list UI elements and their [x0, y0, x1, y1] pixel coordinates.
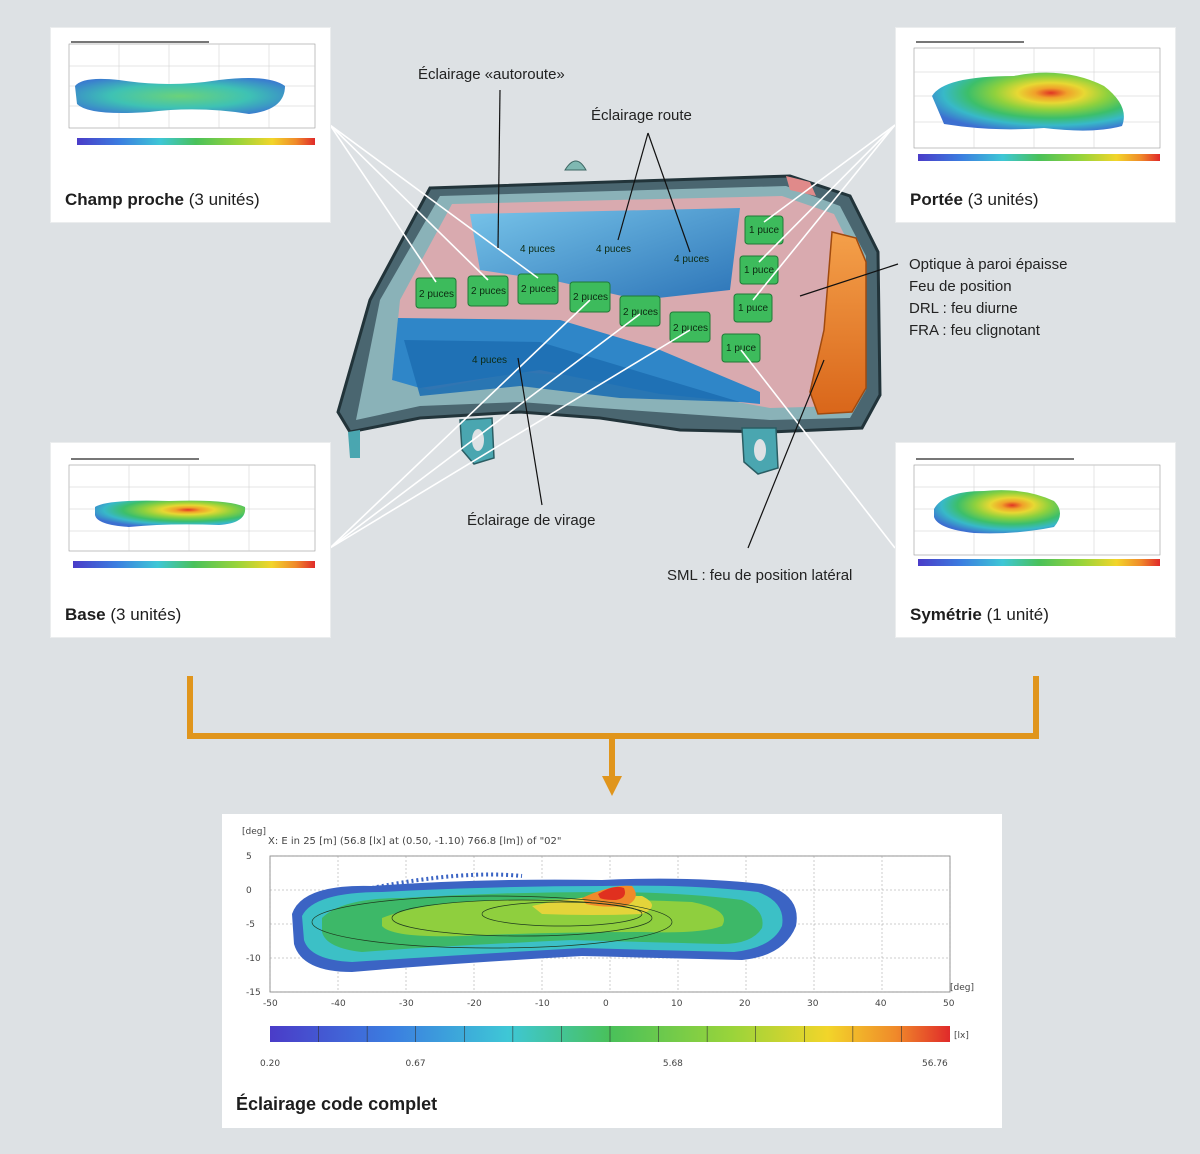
card-title: Portée	[910, 190, 963, 209]
flow-arrow	[187, 676, 1039, 796]
label-feu-position: Feu de position	[909, 278, 1012, 295]
mini-chart-champ-proche	[68, 41, 316, 145]
card-champ-proche: Champ proche (3 unités)	[51, 28, 330, 222]
x-tick-label: -10	[535, 999, 550, 1009]
chip-label-two: 2 puces	[471, 286, 506, 297]
chip-label-two: 2 puces	[419, 289, 454, 300]
colorbar-tick-label: 0.20	[260, 1059, 280, 1069]
chip-label-one: 1 puce	[726, 343, 756, 354]
card-portee: Portée (3 unités)	[896, 28, 1175, 222]
x-tick-label: -50	[263, 999, 278, 1009]
card-count: (3 unités)	[967, 190, 1039, 209]
card-count: (3 unités)	[188, 190, 260, 209]
card-caption: Symétrie (1 unité)	[910, 605, 1049, 625]
y-tick-label: -5	[246, 920, 255, 930]
chip-labels: 4 puces 4 puces 4 puces 4 puces 2 puces …	[419, 225, 779, 366]
card-title: Symétrie	[910, 605, 982, 624]
card-caption: Portée (3 unités)	[910, 190, 1039, 210]
y-tick-label: -10	[246, 954, 261, 964]
card-base: Base (3 unités)	[51, 443, 330, 637]
y-tick-labels: 5 0 -5 -10 -15	[246, 852, 261, 998]
x-tick-label: 20	[739, 999, 751, 1009]
mini-chart-portee	[913, 41, 1161, 161]
chart-header: X: E in 25 [m] (56.8 [lx] at (0.50, -1.1…	[268, 836, 562, 847]
chip-label-two: 2 puces	[623, 307, 658, 318]
y-tick-label: 0	[246, 886, 252, 896]
chip-label-four: 4 puces	[520, 244, 555, 255]
y-tick-label: -15	[246, 988, 261, 998]
colorbar-unit: [lx]	[954, 1031, 969, 1041]
heatmap-blob	[292, 872, 797, 972]
colorbar-tick-label: 5.68	[663, 1059, 683, 1069]
y-unit-label: [deg]	[242, 827, 266, 837]
chip-label-one: 1 puce	[749, 225, 779, 236]
label-route: Éclairage route	[591, 107, 692, 124]
chip-group	[415, 215, 784, 363]
card-caption: Champ proche (3 unités)	[65, 190, 260, 210]
x-tick-label: 50	[943, 999, 955, 1009]
x-tick-label: -40	[331, 999, 346, 1009]
main-chart-card: [deg] X: E in 25 [m] (56.8 [lx] at (0.50…	[222, 814, 1002, 1128]
x-tick-label: 40	[875, 999, 887, 1009]
chip-label-two: 2 puces	[521, 284, 556, 295]
chip-label-four: 4 puces	[674, 254, 709, 265]
label-fra: FRA : feu clignotant	[909, 322, 1040, 339]
x-tick-label: 30	[807, 999, 819, 1009]
chip-label-four: 4 puces	[596, 244, 631, 255]
leader-lines	[497, 89, 899, 549]
colorbar-separators	[318, 1026, 902, 1042]
chip-label-two: 2 puces	[673, 323, 708, 334]
label-drl: DRL : feu diurne	[909, 300, 1018, 317]
x-tick-label: 0	[603, 999, 609, 1009]
chip-label-one: 1 puce	[738, 303, 768, 314]
colorbar-tick-label: 0.67	[406, 1059, 426, 1069]
card-title: Base	[65, 605, 106, 624]
chip-label-two: 2 puces	[573, 292, 608, 303]
x-tick-label: 10	[671, 999, 683, 1009]
card-title: Champ proche	[65, 190, 185, 209]
mini-chart-base	[68, 458, 316, 568]
card-caption: Base (3 unités)	[65, 605, 181, 625]
x-unit-label: [deg]	[950, 983, 974, 993]
x-tick-label: -30	[399, 999, 414, 1009]
label-virage: Éclairage de virage	[467, 512, 596, 529]
connector-lines	[329, 124, 896, 549]
label-sml: SML : feu de position latéral	[667, 567, 853, 584]
chip-label-four: 4 puces	[472, 355, 507, 366]
card-symetrie: Symétrie (1 unité)	[896, 443, 1175, 637]
x-tick-labels: -50 -40 -30 -20 -10 0 10 20 30 40 50	[263, 999, 955, 1009]
mini-chart-symetrie	[913, 458, 1161, 566]
colorbar-tick-label: 56.76	[922, 1059, 948, 1069]
main-chart: [deg] X: E in 25 [m] (56.8 [lx] at (0.50…	[242, 827, 974, 1069]
card-count: (3 unités)	[110, 605, 182, 624]
main-chart-caption: Éclairage code complet	[236, 1094, 438, 1114]
label-autoroute: Éclairage «autoroute»	[418, 66, 565, 83]
card-count: (1 unité)	[986, 605, 1049, 624]
colorbar-tick-labels: 0.20 0.67 5.68 56.76	[260, 1059, 948, 1069]
chip-label-one: 1 puce	[744, 265, 774, 276]
x-tick-label: -20	[467, 999, 482, 1009]
label-optique: Optique à paroi épaisse	[909, 256, 1068, 273]
y-tick-label: 5	[246, 852, 252, 862]
headlamp-illustration: 4 puces 4 puces 4 puces 4 puces 2 puces …	[336, 160, 882, 475]
